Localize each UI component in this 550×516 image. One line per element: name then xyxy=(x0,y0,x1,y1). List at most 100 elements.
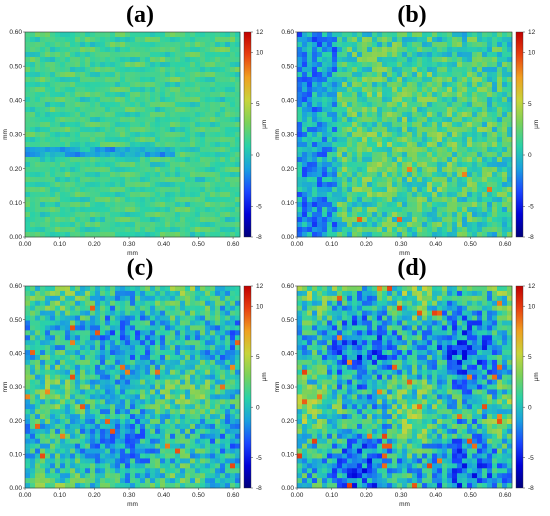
heatmap-cell xyxy=(125,384,131,390)
heatmap-cell xyxy=(412,192,418,198)
heatmap-cell xyxy=(195,384,201,390)
heatmap-cell xyxy=(337,132,343,138)
heatmap-cell xyxy=(402,217,408,223)
heatmap-cell xyxy=(145,374,151,380)
heatmap-cell xyxy=(332,97,338,103)
heatmap-cell xyxy=(357,52,363,58)
heatmap-cell xyxy=(130,182,136,188)
heatmap-cell xyxy=(30,414,36,420)
heatmap-cell xyxy=(95,142,101,148)
heatmap-cell xyxy=(35,62,41,68)
heatmap-cell xyxy=(95,132,101,138)
heatmap-cell xyxy=(502,107,508,113)
heatmap-cell xyxy=(205,52,211,58)
heatmap-cell xyxy=(185,117,191,123)
heatmap-cell xyxy=(322,167,328,173)
heatmap-cell xyxy=(200,340,206,346)
heatmap-cell xyxy=(487,137,493,143)
heatmap-cell xyxy=(507,202,513,208)
heatmap-cell xyxy=(407,112,413,118)
heatmap-cell xyxy=(190,157,196,163)
heatmap-cell xyxy=(180,132,186,138)
heatmap-cell xyxy=(492,202,498,208)
heatmap-cell xyxy=(120,72,126,78)
heatmap-cell xyxy=(190,325,196,331)
heatmap-cell xyxy=(482,152,488,158)
heatmap-cell xyxy=(352,187,358,193)
heatmap-cell xyxy=(422,217,428,223)
heatmap-cell xyxy=(140,335,146,341)
heatmap-cell xyxy=(297,57,303,63)
heatmap-cell xyxy=(95,222,101,228)
heatmap-cell xyxy=(492,217,498,223)
heatmap-cell xyxy=(195,290,201,297)
heatmap-cell xyxy=(397,107,403,113)
heatmap-cell xyxy=(110,320,116,326)
heatmap-cell xyxy=(327,117,333,123)
heatmap-cell xyxy=(220,286,226,292)
heatmap-cell xyxy=(40,232,46,238)
heatmap-cell xyxy=(60,222,66,228)
heatmap-cell xyxy=(302,152,308,158)
heatmap-cell xyxy=(120,369,126,375)
heatmap-cell xyxy=(432,62,438,68)
heatmap-cell xyxy=(100,222,106,228)
heatmap-cell xyxy=(322,112,328,118)
heatmap-cell xyxy=(40,374,46,380)
heatmap-cell xyxy=(170,354,176,361)
heatmap-cell xyxy=(60,286,66,292)
heatmap-cell xyxy=(50,419,56,425)
heatmap-cell xyxy=(150,364,156,371)
heatmap-cell xyxy=(235,42,241,48)
heatmap-cell xyxy=(200,42,206,48)
heatmap-cell xyxy=(50,87,56,93)
heatmap-cell xyxy=(115,423,121,430)
heatmap-cell xyxy=(342,137,348,143)
heatmap-cell xyxy=(135,62,141,68)
heatmap-cell xyxy=(90,305,96,311)
heatmap-cell xyxy=(225,192,231,198)
heatmap-cell xyxy=(220,295,226,302)
heatmap-cell xyxy=(487,57,493,63)
heatmap-cell xyxy=(357,137,363,143)
heatmap-cell xyxy=(437,72,443,78)
heatmap-cell xyxy=(95,87,101,93)
heatmap-cell xyxy=(437,37,443,43)
heatmap-cell xyxy=(25,202,31,208)
heatmap-cell xyxy=(50,212,56,218)
heatmap-cell xyxy=(110,142,116,148)
heatmap-cell xyxy=(35,47,41,53)
heatmap-cell xyxy=(100,300,106,307)
heatmap-cell xyxy=(302,42,308,48)
heatmap-cell xyxy=(55,67,61,73)
heatmap-cell xyxy=(507,67,513,73)
heatmap-cell xyxy=(467,97,473,103)
heatmap-cell xyxy=(225,102,231,108)
heatmap-cell xyxy=(170,300,176,307)
heatmap-cell xyxy=(45,117,51,123)
heatmap-cell xyxy=(225,127,231,133)
heatmap-cell xyxy=(100,212,106,218)
heatmap-cell xyxy=(357,57,363,63)
heatmap-cell xyxy=(437,172,443,178)
heatmap-cell xyxy=(332,127,338,133)
heatmap-cell xyxy=(482,212,488,218)
heatmap-cell xyxy=(75,117,81,123)
heatmap-cell xyxy=(180,394,186,400)
heatmap-cell xyxy=(100,52,106,58)
heatmap-cell xyxy=(160,37,166,43)
heatmap-cell xyxy=(195,345,201,351)
heatmap-cell xyxy=(190,87,196,93)
heatmap-cell xyxy=(502,147,508,153)
heatmap-cell xyxy=(160,57,166,63)
heatmap-cell xyxy=(205,117,211,123)
heatmap-cell xyxy=(235,152,241,158)
heatmap-cell xyxy=(235,177,241,183)
heatmap-cell xyxy=(105,137,111,143)
heatmap-cell xyxy=(140,162,146,168)
heatmap-cell xyxy=(140,340,146,346)
heatmap-cell xyxy=(352,122,358,128)
heatmap-cell xyxy=(180,162,186,168)
heatmap-cell xyxy=(215,399,221,405)
heatmap-cell xyxy=(145,325,151,331)
